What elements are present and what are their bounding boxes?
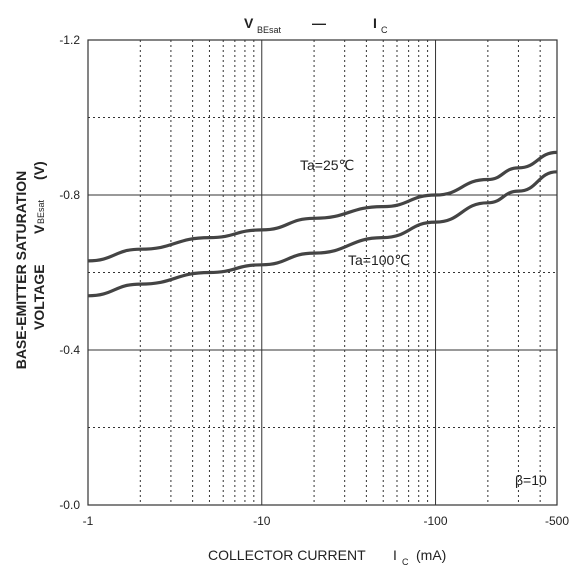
y-tick-label: -0.4 (59, 343, 80, 357)
y-axis-title-line1: BASE-EMITTER SATURATION (13, 171, 29, 370)
series-layer (87, 150, 558, 298)
y-tick-label: -0.0 (59, 498, 80, 512)
title-y-symbol: V (244, 15, 254, 31)
title-y-subscript: BEsat (257, 25, 282, 35)
y-axis-title-line2-unit: (V) (31, 161, 47, 180)
y-axis-title-line2: VOLTAGE V BEsat (V) (31, 161, 47, 330)
y-tick-label: -1.2 (59, 33, 80, 47)
x-tick-label: -1 (83, 514, 94, 528)
x-axis-title-text: COLLECTOR CURRENT (208, 547, 366, 563)
title-x-subscript: C (381, 25, 388, 35)
x-tick-label: -500 (545, 514, 569, 528)
x-axis-title-symbol: I (393, 547, 397, 563)
y-axis-title: BASE-EMITTER SATURATION (13, 171, 29, 370)
tick-labels: -1 -10 -100 -500 -0.0 -0.4 -0.8 -1.2 (59, 33, 569, 528)
x-axis-title-unit: (mA) (416, 547, 446, 563)
y-axis-title-line2-text: VOLTAGE (31, 264, 47, 330)
title-x-symbol: I (373, 15, 377, 31)
x-tick-label: -100 (424, 514, 448, 528)
series-line-0 (87, 150, 558, 263)
x-tick-label: -10 (253, 514, 271, 528)
x-axis-title-subscript: C (402, 557, 409, 567)
chart-title: V BEsat — I C (244, 15, 388, 35)
series-label-ta100: Ta=100℃ (348, 252, 410, 268)
x-axis-title: COLLECTOR CURRENT I C (mA) (208, 547, 446, 567)
series-line-1 (87, 170, 558, 298)
title-dash: — (312, 15, 326, 31)
y-axis-title-line2-subscript: BEsat (36, 199, 46, 224)
y-axis-title-line2-symbol: V (31, 224, 47, 234)
y-tick-label: -0.8 (59, 188, 80, 202)
grid (87, 39, 558, 506)
plot-frame (87, 39, 558, 506)
series-label-ta25: Ta=25℃ (300, 157, 354, 173)
beta-annotation: β=10 (515, 472, 547, 488)
